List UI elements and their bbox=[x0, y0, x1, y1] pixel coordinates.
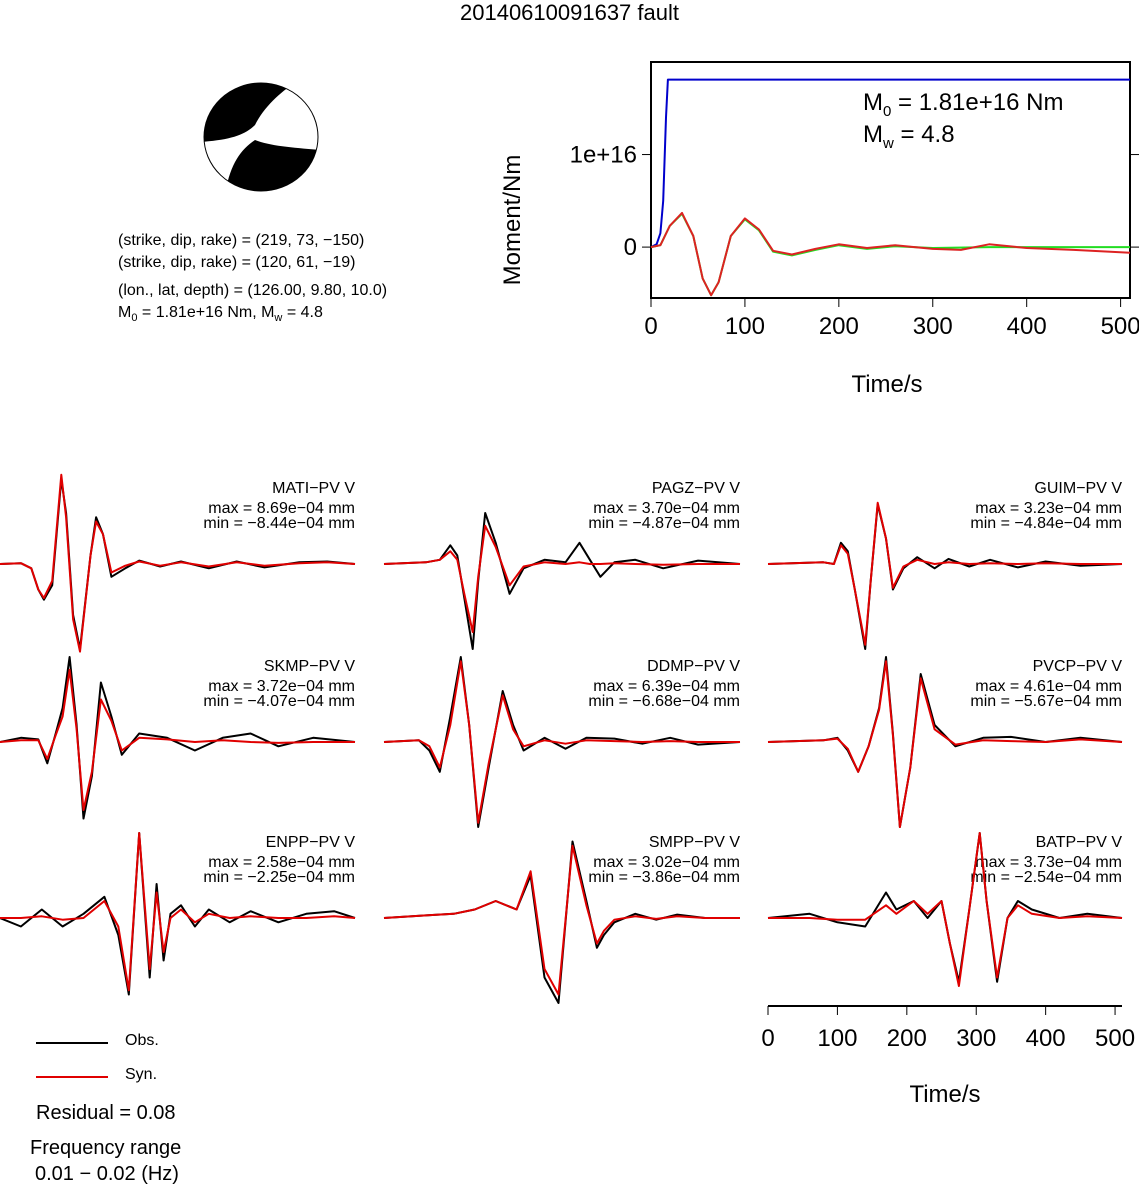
station-max: max = 3.72e−04 mm bbox=[208, 678, 355, 695]
station-label: ENPP−PV V bbox=[266, 834, 356, 851]
station-trace-syn bbox=[0, 473, 356, 653]
focal-mechanism-beachball bbox=[203, 82, 319, 192]
moment-series-0 bbox=[650, 78, 1130, 248]
nodal-plane-2: (strike, dip, rake) = (120, 61, −19) bbox=[118, 254, 356, 271]
moment-x-tick-label: 400 bbox=[1007, 313, 1047, 340]
moment-chart-m0-annotation: M0 = 1.81e+16 Nm bbox=[863, 89, 1063, 120]
moment-x-tick-label: 300 bbox=[913, 313, 953, 340]
station-trace-syn bbox=[0, 832, 356, 992]
moment-y-tick-label: 0 bbox=[624, 234, 637, 261]
station-min: min = −2.25e−04 mm bbox=[203, 869, 355, 886]
station-trace-obs bbox=[383, 512, 741, 650]
station-min: min = −4.84e−04 mm bbox=[970, 515, 1122, 532]
station-label: BATP−PV V bbox=[1036, 834, 1123, 851]
station-label: SMPP−PV V bbox=[649, 834, 740, 851]
moment-x-tick-label: 500 bbox=[1101, 313, 1139, 340]
station-min: min = −3.86e−04 mm bbox=[588, 869, 740, 886]
station-label: SKMP−PV V bbox=[264, 658, 355, 675]
legend-syn-label: Syn. bbox=[125, 1066, 158, 1083]
frequency-range-title: Frequency range bbox=[30, 1137, 182, 1159]
station-trace-syn bbox=[383, 844, 740, 996]
station-max: max = 3.70e−04 mm bbox=[593, 500, 740, 517]
residual-value: Residual = 0.08 bbox=[36, 1102, 176, 1124]
waveform-x-tick-label: 500 bbox=[1095, 1025, 1135, 1052]
moment-magnitude-line: M0 = 1.81e+16 Nm, Mw = 4.8 bbox=[118, 304, 323, 325]
station-label: PVCP−PV V bbox=[1033, 658, 1123, 675]
station-max: max = 3.23e−04 mm bbox=[975, 500, 1122, 517]
station-trace-syn bbox=[0, 668, 355, 811]
station-max: max = 3.73e−04 mm bbox=[975, 854, 1122, 871]
station-min: min = −4.07e−04 mm bbox=[203, 693, 355, 710]
waveform-x-tick-label: 0 bbox=[761, 1025, 774, 1052]
station-trace-syn bbox=[767, 660, 1123, 828]
moment-y-tick-label: 1e+16 bbox=[570, 142, 637, 169]
moment-x-tick-label: 0 bbox=[644, 313, 657, 340]
station-min: min = −2.54e−04 mm bbox=[970, 869, 1122, 886]
waveform-x-tick-label: 400 bbox=[1026, 1025, 1066, 1052]
moment-series-1 bbox=[650, 212, 1130, 297]
station-max: max = 8.69e−04 mm bbox=[208, 500, 355, 517]
moment-chart-mw-annotation: Mw = 4.8 bbox=[863, 121, 955, 152]
frequency-range-value: 0.01 − 0.02 (Hz) bbox=[35, 1163, 179, 1185]
legend-syn-swatch bbox=[36, 1076, 108, 1078]
mechanism-info: (strike, dip, rake) = (219, 73, −150) (s… bbox=[118, 230, 387, 324]
location-depth: (lon., lat, depth) = (126.00, 9.80, 10.0… bbox=[118, 282, 388, 299]
waveform-x-label: Time/s bbox=[909, 1081, 980, 1108]
moment-x-tick-label: 200 bbox=[819, 313, 859, 340]
station-max: max = 3.02e−04 mm bbox=[593, 854, 740, 871]
station-min: min = −5.67e−04 mm bbox=[970, 693, 1122, 710]
station-max: max = 6.39e−04 mm bbox=[593, 678, 740, 695]
station-max: max = 2.58e−04 mm bbox=[208, 854, 355, 871]
waveform-x-tick-label: 100 bbox=[817, 1025, 857, 1052]
station-trace-syn bbox=[767, 501, 1122, 646]
station-trace-obs bbox=[767, 503, 1123, 650]
station-trace-syn bbox=[768, 832, 1123, 987]
moment-chart-y-label: Moment/Nm bbox=[499, 155, 526, 286]
nodal-plane-1: (strike, dip, rake) = (219, 73, −150) bbox=[118, 232, 365, 249]
waveform-x-tick-label: 300 bbox=[956, 1025, 996, 1052]
station-min: min = −4.87e−04 mm bbox=[588, 515, 740, 532]
figure-title: 20140610091637 fault bbox=[460, 0, 679, 25]
station-min: min = −8.44e−04 mm bbox=[203, 515, 355, 532]
station-label: MATI−PV V bbox=[272, 480, 355, 497]
moment-chart-x-label: Time/s bbox=[851, 371, 922, 398]
legend-obs-swatch bbox=[36, 1042, 108, 1044]
waveform-x-tick-label: 200 bbox=[887, 1025, 927, 1052]
station-trace-syn bbox=[383, 524, 740, 633]
moment-x-tick-label: 100 bbox=[725, 313, 765, 340]
station-label: PAGZ−PV V bbox=[652, 480, 741, 497]
station-label: DDMP−PV V bbox=[647, 658, 740, 675]
legend-obs-label: Obs. bbox=[125, 1032, 159, 1049]
station-min: min = −6.68e−04 mm bbox=[588, 693, 740, 710]
station-max: max = 4.61e−04 mm bbox=[975, 678, 1122, 695]
moment-chart-frame bbox=[650, 61, 1131, 299]
moment-series-2 bbox=[650, 211, 1131, 297]
station-trace-syn bbox=[383, 660, 740, 824]
station-label: GUIM−PV V bbox=[1034, 480, 1122, 497]
